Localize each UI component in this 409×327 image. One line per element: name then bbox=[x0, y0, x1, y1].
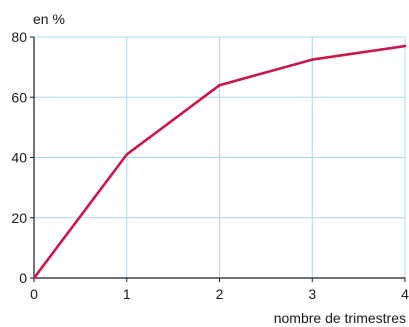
x-tick-label: 4 bbox=[401, 286, 409, 302]
y-tick-label: 60 bbox=[11, 89, 27, 105]
y-axis-label: en % bbox=[33, 11, 65, 27]
x-tick-label: 1 bbox=[123, 286, 131, 302]
data-point bbox=[310, 58, 314, 61]
data-point bbox=[32, 276, 36, 280]
axes bbox=[30, 36, 406, 282]
grid-lines bbox=[34, 36, 406, 278]
y-tick-label: 80 bbox=[11, 29, 27, 45]
x-axis-label: nombre de trimestres bbox=[274, 310, 406, 326]
x-tick-label: 2 bbox=[216, 286, 224, 302]
y-tick-label: 40 bbox=[11, 150, 27, 166]
data-point bbox=[403, 44, 407, 48]
y-tick-label: 20 bbox=[11, 210, 27, 226]
y-tick-label: 0 bbox=[19, 270, 27, 286]
data-point bbox=[125, 153, 129, 156]
x-tick-label: 0 bbox=[30, 286, 38, 302]
tick-labels: 0 20 40 60 80 0 1 2 3 4 bbox=[11, 29, 409, 302]
data-point bbox=[218, 83, 221, 87]
x-tick-label: 3 bbox=[308, 286, 316, 302]
series-group bbox=[32, 44, 407, 280]
